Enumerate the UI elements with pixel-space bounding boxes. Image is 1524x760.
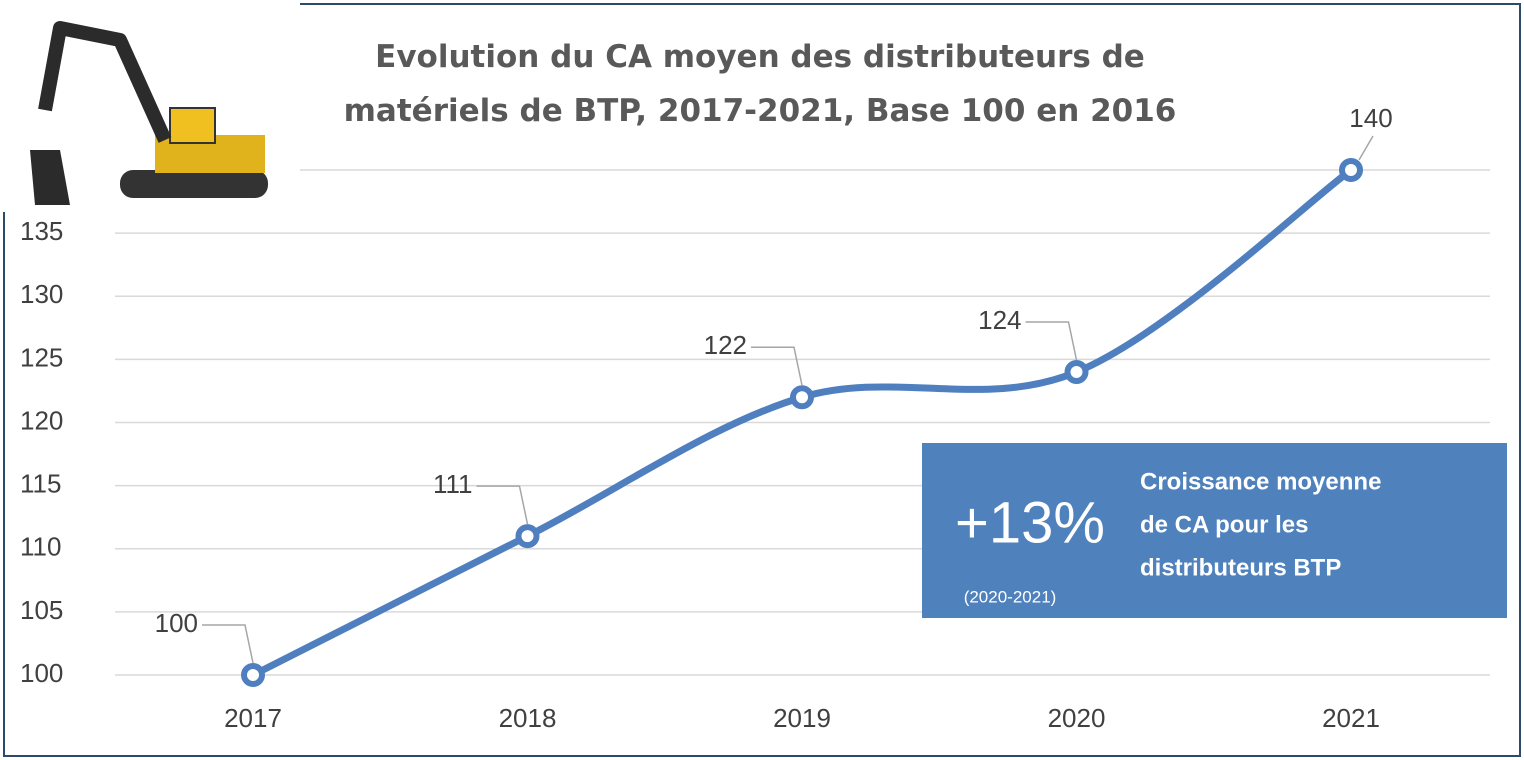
- marker: [1064, 360, 1089, 384]
- marker: [1339, 158, 1363, 182]
- annotation-text: de CA pour les: [1140, 511, 1308, 538]
- x-tick-label: 2017: [224, 703, 282, 733]
- x-tick-label: 2019: [773, 703, 831, 733]
- y-tick-label: 115: [20, 469, 61, 499]
- x-tick-label: 2018: [499, 703, 557, 733]
- leader-line: [751, 346, 803, 386]
- x-tick-label: 2020: [1048, 703, 1106, 733]
- marker: [241, 663, 265, 687]
- leader-line: [202, 624, 254, 664]
- data-label: 124: [978, 305, 1021, 335]
- data-label: 111: [433, 469, 473, 499]
- y-tick-label: 110: [20, 532, 61, 562]
- annotation-box: [922, 443, 1507, 618]
- y-tick-label: 100: [20, 658, 63, 688]
- track: [120, 170, 268, 198]
- annotation-text: Croissance moyenne: [1140, 468, 1381, 495]
- annotation-value: +13%: [955, 490, 1105, 555]
- chart-title: Evolution du CA moyen des distributeurs …: [343, 39, 1177, 129]
- cab: [169, 107, 216, 144]
- leader-line: [1025, 321, 1078, 361]
- leader-line: [1358, 135, 1374, 161]
- marker: [790, 385, 814, 410]
- boom: [38, 21, 172, 143]
- data-label: 100: [155, 608, 198, 638]
- annotation-period: (2020-2021): [964, 587, 1057, 606]
- y-tick-label: 105: [20, 595, 63, 625]
- y-tick-label: 130: [20, 279, 63, 309]
- data-label: 122: [704, 330, 747, 360]
- bucket: [30, 150, 70, 205]
- data-label: 140: [1349, 103, 1392, 133]
- excavator-image: [0, 0, 300, 212]
- leader-line: [476, 485, 529, 525]
- x-tick-label: 2021: [1322, 703, 1380, 733]
- marker: [515, 524, 540, 549]
- y-tick-label: 125: [20, 342, 63, 372]
- y-tick-label: 120: [20, 405, 63, 435]
- y-tick-label: 135: [20, 216, 63, 246]
- annotation-text: distributeurs BTP: [1140, 554, 1341, 581]
